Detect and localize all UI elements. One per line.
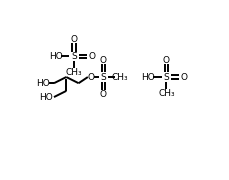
Text: HO: HO bbox=[36, 79, 50, 88]
Text: O: O bbox=[99, 56, 106, 65]
Text: O: O bbox=[88, 52, 95, 61]
Text: S: S bbox=[100, 73, 106, 82]
Text: S: S bbox=[71, 52, 76, 61]
Text: HO: HO bbox=[48, 52, 62, 61]
Text: CH₃: CH₃ bbox=[65, 68, 82, 77]
Text: CH₃: CH₃ bbox=[157, 89, 174, 98]
Text: O: O bbox=[162, 56, 169, 65]
Text: O: O bbox=[87, 73, 94, 82]
Text: O: O bbox=[180, 73, 187, 82]
Text: HO: HO bbox=[140, 73, 154, 82]
Text: O: O bbox=[70, 35, 77, 44]
Text: S: S bbox=[163, 73, 169, 82]
Text: HO: HO bbox=[39, 93, 53, 102]
Text: CH₃: CH₃ bbox=[111, 73, 128, 82]
Text: O: O bbox=[99, 90, 106, 99]
